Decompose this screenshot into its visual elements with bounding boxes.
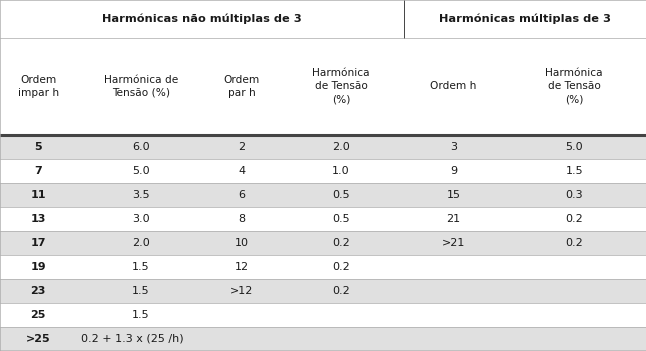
Text: 2.0: 2.0	[132, 238, 150, 248]
Text: Harmónicas múltiplas de 3: Harmónicas múltiplas de 3	[439, 14, 611, 24]
Text: >25: >25	[26, 334, 50, 344]
Text: 9: 9	[450, 166, 457, 176]
Text: 3: 3	[450, 142, 457, 152]
Text: 1.0: 1.0	[332, 166, 350, 176]
Text: Ordem
impar h: Ordem impar h	[17, 75, 59, 98]
Text: Harmónicas não múltiplas de 3: Harmónicas não múltiplas de 3	[102, 14, 302, 24]
Bar	[0, 303, 646, 327]
Text: 1.5: 1.5	[565, 166, 583, 176]
Text: 0.2: 0.2	[565, 214, 583, 224]
Text: Ordem h: Ordem h	[430, 81, 477, 91]
Text: 0.2: 0.2	[332, 262, 350, 272]
Text: 5.0: 5.0	[132, 166, 150, 176]
Text: Ordem
par h: Ordem par h	[224, 75, 260, 98]
Text: 0.3: 0.3	[565, 190, 583, 200]
Text: >21: >21	[442, 238, 465, 248]
Text: 1.5: 1.5	[132, 286, 150, 296]
Text: 3.0: 3.0	[132, 214, 150, 224]
Bar	[0, 327, 646, 351]
Text: 0.2: 0.2	[332, 238, 350, 248]
Text: 0.5: 0.5	[332, 214, 350, 224]
Text: 23: 23	[30, 286, 46, 296]
Text: 6: 6	[238, 190, 245, 200]
Bar	[0, 159, 646, 183]
Text: 15: 15	[446, 190, 461, 200]
Text: 11: 11	[30, 190, 46, 200]
Bar	[0, 255, 646, 279]
Bar	[0, 135, 646, 159]
Bar	[0, 0, 646, 38]
Bar	[0, 183, 646, 207]
Text: Harmónica de
Tensão (%): Harmónica de Tensão (%)	[104, 75, 178, 98]
Text: 10: 10	[234, 238, 249, 248]
Text: 21: 21	[446, 214, 461, 224]
Text: 8: 8	[238, 214, 245, 224]
Text: 19: 19	[30, 262, 46, 272]
Text: 5.0: 5.0	[565, 142, 583, 152]
Bar	[0, 279, 646, 303]
Text: 2: 2	[238, 142, 245, 152]
Text: 0.2 + 1.3 x (25 /h): 0.2 + 1.3 x (25 /h)	[81, 334, 184, 344]
Text: 0.5: 0.5	[332, 190, 350, 200]
Text: 2.0: 2.0	[332, 142, 350, 152]
Text: 6.0: 6.0	[132, 142, 150, 152]
Text: Harmónica
de Tensão
(%): Harmónica de Tensão (%)	[545, 68, 603, 105]
Text: >12: >12	[230, 286, 253, 296]
Text: 17: 17	[30, 238, 46, 248]
Text: 0.2: 0.2	[565, 238, 583, 248]
Text: 4: 4	[238, 166, 245, 176]
Bar	[0, 38, 646, 135]
Text: 0.2: 0.2	[332, 286, 350, 296]
Text: 25: 25	[30, 310, 46, 320]
Text: 5: 5	[34, 142, 42, 152]
Text: 1.5: 1.5	[132, 310, 150, 320]
Text: 3.5: 3.5	[132, 190, 150, 200]
Text: 7: 7	[34, 166, 42, 176]
Text: 1.5: 1.5	[132, 262, 150, 272]
Bar	[0, 207, 646, 231]
Text: 12: 12	[234, 262, 249, 272]
Bar	[0, 231, 646, 255]
Text: 13: 13	[30, 214, 46, 224]
Text: Harmónica
de Tensão
(%): Harmónica de Tensão (%)	[312, 68, 370, 105]
